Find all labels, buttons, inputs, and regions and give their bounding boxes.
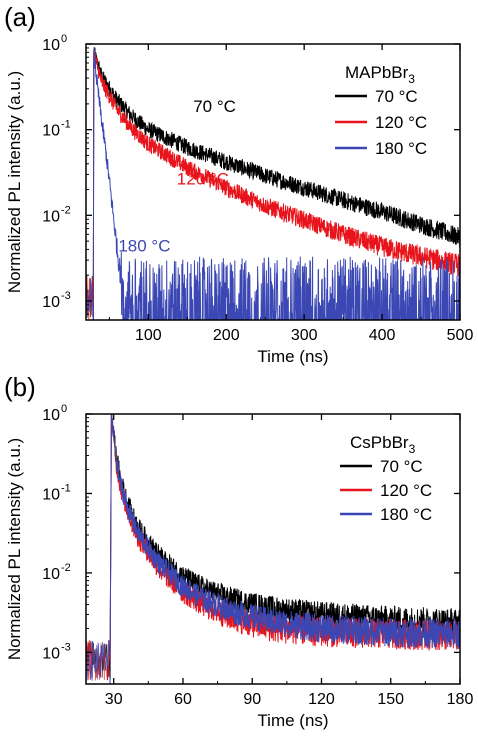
y-axis-title: Normalized PL intensity (a.u.) (5, 438, 24, 660)
axes-frame (85, 43, 461, 321)
panel-label: (b) (4, 372, 36, 402)
legend-title-subscript: 3 (409, 442, 416, 456)
y-tick-label: 10 (42, 407, 60, 424)
y-tick-exponent: 0 (61, 403, 67, 415)
x-tick-label: 200 (213, 327, 240, 344)
x-tick-label: 30 (105, 691, 123, 708)
y-tick-label: 10 (42, 123, 60, 140)
legend-label: 70 °C (375, 87, 418, 106)
x-tick-label: 150 (377, 691, 404, 708)
baseline-noise (86, 640, 111, 681)
baseline-noise (86, 279, 94, 317)
x-tick-label: 180 (447, 691, 474, 708)
y-tick-label: 10 (42, 294, 60, 311)
y-tick-exponent: -2 (61, 562, 71, 574)
plot-area (86, 47, 460, 320)
x-tick-label: 60 (174, 691, 192, 708)
y-tick-label: 10 (42, 208, 60, 225)
y-tick-label: 10 (42, 37, 60, 54)
legend-label: 180 °C (375, 139, 427, 158)
legend-label: 70 °C (380, 457, 423, 476)
curve-annotation: 70 °C (193, 97, 236, 116)
legend-label: 120 °C (380, 481, 432, 500)
series-line-180c (109, 414, 460, 684)
legend-title-main: MAPbBr (345, 63, 409, 82)
x-tick-label: 400 (369, 327, 396, 344)
legend-label: 180 °C (380, 505, 432, 524)
x-axis-title: Time (ns) (257, 711, 328, 730)
legend-title-main: CsPbBr (350, 433, 409, 452)
legend-title-subscript: 3 (408, 72, 415, 86)
panel-label: (a) (4, 2, 36, 32)
y-tick-exponent: -3 (61, 290, 71, 302)
legend-label: 120 °C (375, 113, 427, 132)
y-tick-exponent: 0 (61, 33, 67, 45)
plot-area (86, 414, 460, 684)
x-axis-title: Time (ns) (257, 347, 328, 366)
y-tick-label: 10 (42, 645, 60, 662)
x-tick-label: 300 (291, 327, 318, 344)
y-tick-exponent: -1 (61, 482, 71, 494)
x-tick-label: 90 (243, 691, 261, 708)
curve-annotation: 180 °C (118, 236, 170, 255)
x-tick-label: 500 (447, 327, 474, 344)
y-tick-label: 10 (42, 486, 60, 503)
curve-annotation: 120 °C (177, 169, 229, 188)
series-line-180c (92, 47, 460, 320)
legend-title: MAPbBr3 (345, 63, 415, 86)
series-line-120c (92, 49, 460, 320)
legend-title: CsPbBr3 (350, 433, 416, 456)
series-line-70c (92, 47, 460, 320)
y-tick-exponent: -1 (61, 119, 71, 131)
y-axis-title: Normalized PL intensity (a.u.) (5, 71, 24, 293)
y-tick-exponent: -2 (61, 204, 71, 216)
x-tick-label: 100 (135, 327, 162, 344)
x-tick-label: 120 (308, 691, 335, 708)
y-tick-label: 10 (42, 566, 60, 583)
y-tick-exponent: -3 (61, 641, 71, 653)
